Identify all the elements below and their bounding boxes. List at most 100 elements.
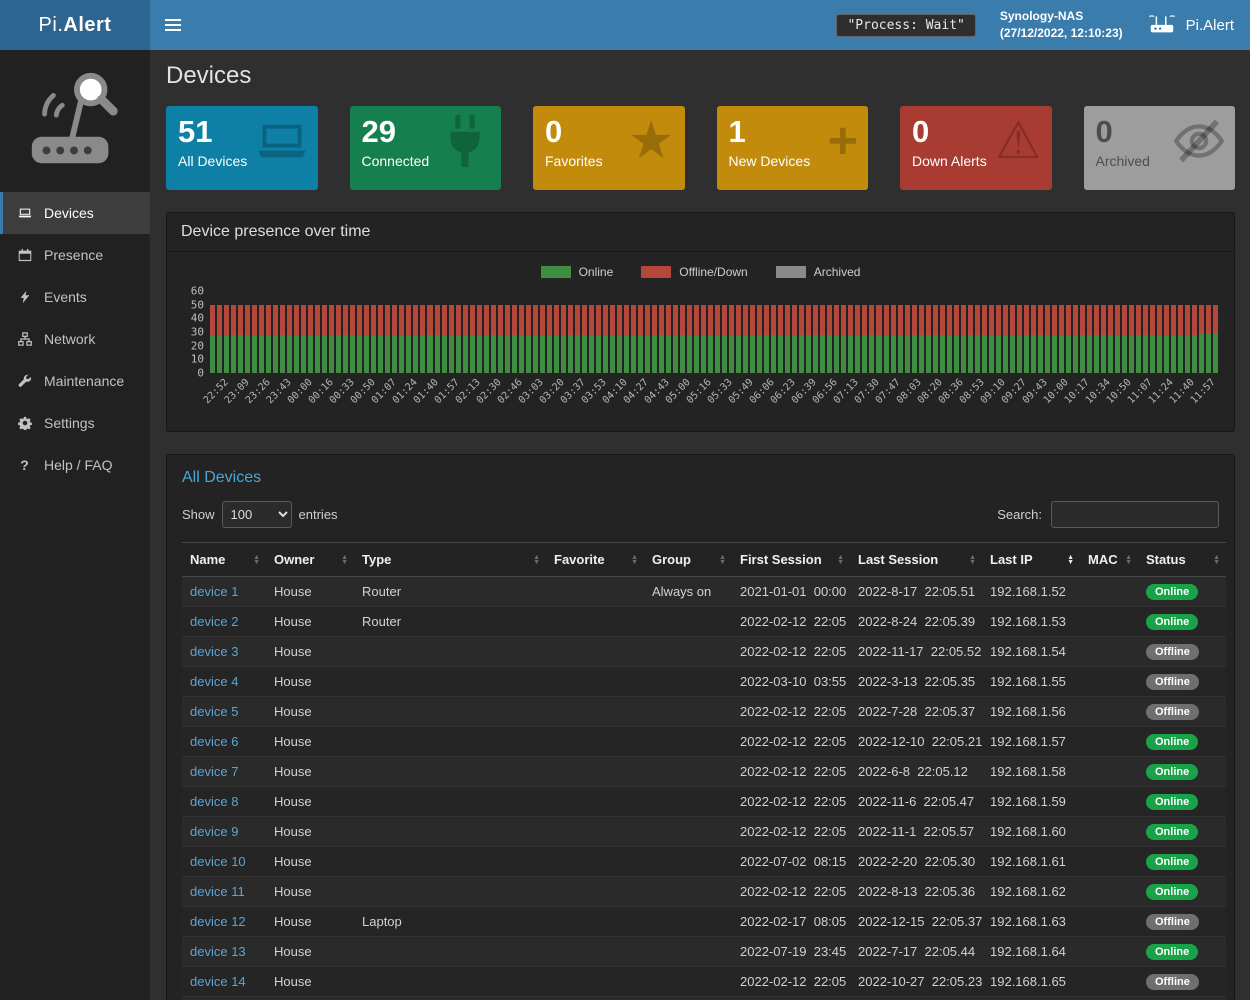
sidebar-item-events[interactable]: Events [0, 276, 150, 318]
device-link[interactable]: device 11 [190, 884, 245, 899]
sidebar-item-maintenance[interactable]: Maintenance [0, 360, 150, 402]
brand-prefix: Pi. [38, 13, 64, 36]
search-input[interactable] [1051, 501, 1219, 528]
summary-card-new-devices[interactable]: 1 New Devices + [716, 106, 868, 190]
cell-type [354, 786, 546, 817]
column-label: Status [1146, 552, 1186, 567]
legend-item-offline-down[interactable]: Offline/Down [641, 265, 748, 279]
cell-name: device 12 [182, 906, 266, 937]
chart-bar [995, 304, 1001, 373]
device-link[interactable]: device 8 [190, 794, 239, 809]
bar-segment-offline-down [406, 304, 412, 337]
column-header-last-ip[interactable]: Last IP ▲ ▼ [982, 542, 1080, 577]
bar-segment-online [771, 334, 777, 373]
cell-last-session: 2022-3-13 22:05.35 [850, 666, 982, 697]
status-badge: Offline [1146, 674, 1199, 690]
column-header-mac[interactable]: MAC ▲ ▼ [1080, 542, 1138, 577]
device-link[interactable]: device 9 [190, 824, 239, 839]
chart-bar [637, 304, 643, 373]
sidebar-item-presence[interactable]: Presence [0, 234, 150, 276]
bar-segment-online [1115, 336, 1121, 373]
summary-card-connected[interactable]: 29 Connected [349, 106, 501, 190]
chart-bars [210, 291, 1219, 373]
cell-last-ip: 192.168.1.52 [982, 576, 1080, 607]
bar-segment-online [1185, 334, 1191, 373]
cell-favorite [546, 786, 644, 817]
host-name: Synology-NAS [999, 9, 1084, 24]
column-header-owner[interactable]: Owner ▲ ▼ [266, 542, 354, 577]
sidebar-item-help-faq[interactable]: ? Help / FAQ [0, 444, 150, 486]
chart-bar [841, 304, 847, 373]
device-link[interactable]: device 14 [190, 974, 246, 989]
bar-segment-offline-down [694, 304, 700, 337]
summary-card-favorites[interactable]: 0 Favorites ★ [533, 106, 685, 190]
chart-bar [1108, 304, 1114, 373]
bar-segment-online [911, 334, 917, 373]
sort-icon: ▲ ▼ [1067, 553, 1074, 566]
column-header-group[interactable]: Group ▲ ▼ [644, 542, 732, 577]
summary-card-all-devices[interactable]: 51 All Devices [166, 106, 318, 190]
bar-segment-offline-down [238, 304, 244, 335]
column-header-status[interactable]: Status ▲ ▼ [1138, 542, 1226, 577]
column-header-name[interactable]: Name ▲ ▼ [182, 542, 266, 577]
column-header-favorite[interactable]: Favorite ▲ ▼ [546, 542, 644, 577]
cell-group [644, 726, 732, 757]
chart-bar [238, 304, 244, 373]
table-row: device 13 House 2022-07-19 23:45 2022-7-17 … [182, 936, 1226, 967]
bar-segment-offline-down [224, 304, 230, 337]
device-link[interactable]: device 7 [190, 764, 239, 779]
chart-bar [1115, 304, 1121, 373]
device-link[interactable]: device 4 [190, 674, 239, 689]
device-link[interactable]: device 10 [190, 854, 246, 869]
bar-segment-online [644, 336, 650, 373]
cell-last-session: 2022-8-24 22:05.39 [850, 606, 982, 637]
bar-segment-online [476, 336, 482, 373]
cell-favorite [546, 966, 644, 997]
device-link[interactable]: device 1 [190, 584, 239, 599]
cell-owner: House [266, 906, 354, 937]
column-header-type[interactable]: Type ▲ ▼ [354, 542, 546, 577]
sidebar-item-network[interactable]: Network [0, 318, 150, 360]
bar-segment-online [778, 336, 784, 373]
device-link[interactable]: device 6 [190, 734, 239, 749]
bar-segment-online [245, 334, 251, 373]
bar-segment-offline-down [778, 304, 784, 337]
bar-segment-offline-down [1051, 304, 1057, 337]
device-link[interactable]: device 5 [190, 704, 239, 719]
column-header-last-session[interactable]: Last Session ▲ ▼ [850, 542, 982, 577]
sidebar-item-settings[interactable]: Settings [0, 402, 150, 444]
bar-segment-online [623, 334, 629, 373]
brand-logo[interactable]: Pi. Alert [0, 0, 150, 50]
sidebar-item-devices[interactable]: Devices [0, 192, 150, 234]
bar-segment-offline-down [378, 304, 384, 335]
device-link[interactable]: device 3 [190, 644, 239, 659]
summary-card-archived[interactable]: 0 Archived [1083, 106, 1235, 190]
header-app-link[interactable]: Pi.Alert [1147, 10, 1234, 40]
device-link[interactable]: device 12 [190, 914, 246, 929]
summary-card-down-alerts[interactable]: 0 Down Alerts ⚠ [900, 106, 1052, 190]
chart-bar [1086, 304, 1092, 373]
chart-bar [729, 304, 735, 373]
column-header-first-session[interactable]: First Session ▲ ▼ [732, 542, 850, 577]
column-label: Owner [274, 552, 315, 567]
bar-segment-offline-down [623, 304, 629, 335]
card-value: 0 [1095, 114, 1113, 149]
chart-bar [441, 304, 447, 373]
device-link[interactable]: device 13 [190, 944, 246, 959]
bar-segment-online [378, 334, 384, 373]
bar-segment-online [1178, 334, 1184, 373]
page-length-select[interactable]: 100 [221, 501, 292, 528]
device-link[interactable]: device 2 [190, 614, 239, 629]
bar-segment-online [427, 334, 433, 373]
bar-segment-offline-down [322, 304, 328, 335]
chart-bar [974, 304, 980, 373]
bar-segment-offline-down [455, 304, 461, 337]
bar-segment-offline-down [371, 304, 377, 337]
cell-last-session: 2022-11-6 22:05.47 [850, 786, 982, 817]
legend-item-online[interactable]: Online [540, 265, 613, 279]
cell-owner: House [266, 636, 354, 667]
chart-bar [953, 304, 959, 373]
sidebar-toggle-button[interactable] [150, 0, 196, 50]
legend-item-archived[interactable]: Archived [775, 265, 860, 279]
header-app-name: Pi.Alert [1185, 16, 1234, 34]
